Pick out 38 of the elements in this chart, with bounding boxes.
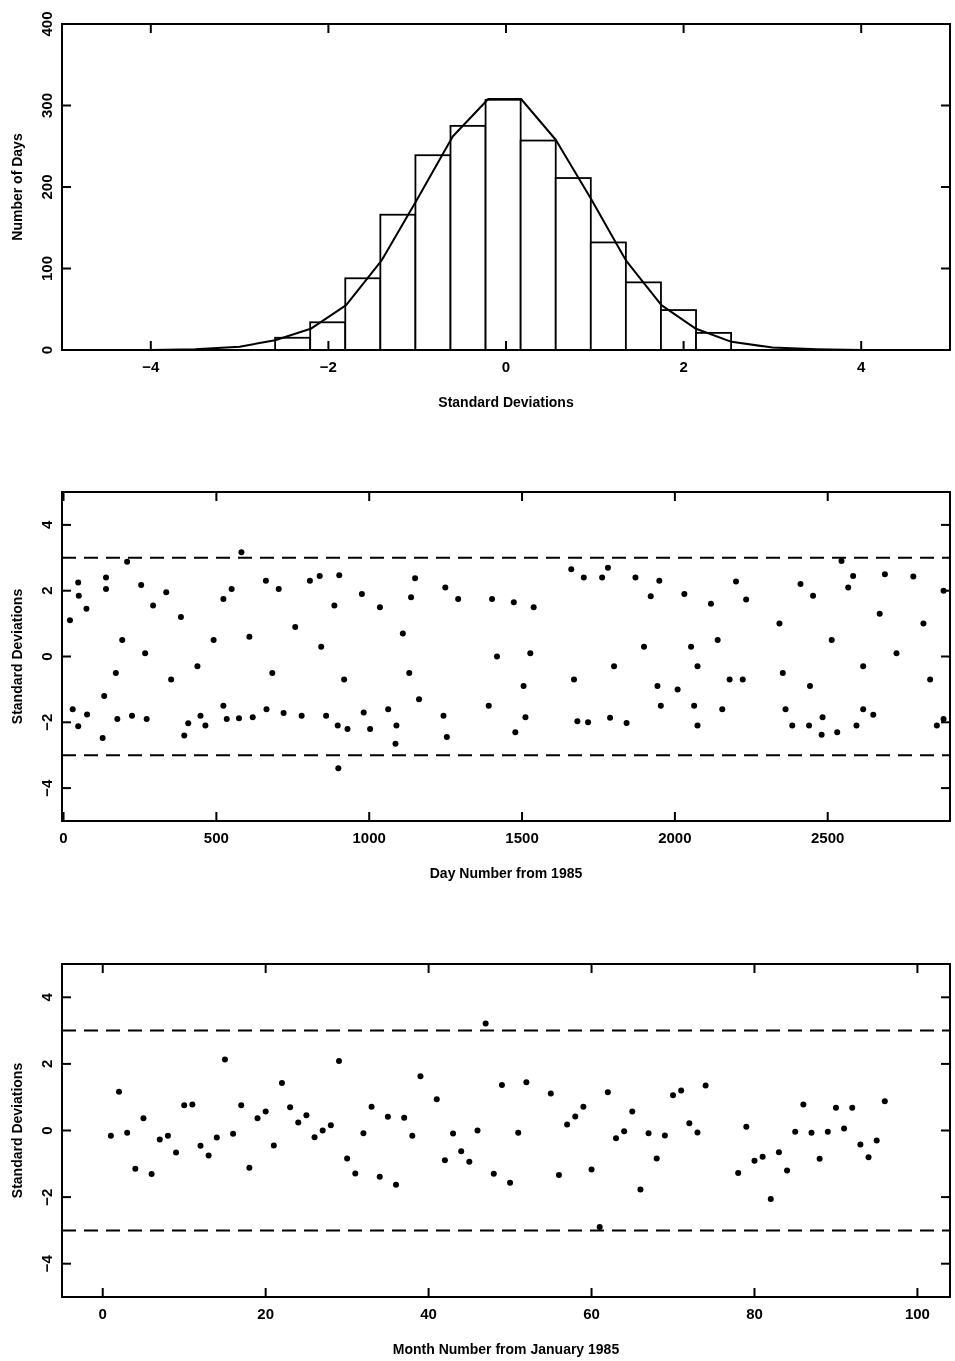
x-tick-label: 100 [904, 1305, 930, 1322]
y-tick-label: 2 [38, 1059, 55, 1069]
y-tick-label: −4 [38, 1254, 55, 1273]
x-tick-label: −4 [142, 358, 161, 375]
x-axis-title: Day Number from 1985 [429, 865, 583, 881]
x-tick-label: 500 [203, 829, 229, 846]
y-tick-label: 4 [38, 992, 55, 1002]
y-tick-label: 200 [38, 174, 55, 200]
x-tick-label: 0 [98, 1305, 107, 1322]
y-tick-label: 300 [38, 92, 55, 119]
y-tick-label: 400 [38, 11, 55, 37]
x-tick-label: 1000 [352, 829, 386, 846]
x-tick-label: 2 [679, 358, 688, 375]
x-tick-label: 20 [257, 1305, 275, 1322]
y-tick-label: 0 [38, 1126, 55, 1135]
x-tick-label: 0 [501, 358, 511, 375]
y-tick-label: 100 [38, 255, 55, 282]
y-tick-label: 2 [38, 586, 55, 595]
x-tick-label: 60 [583, 1305, 600, 1322]
y-axis-title: Standard Deviations [9, 1062, 25, 1199]
y-tick-label: −4 [38, 778, 55, 797]
x-tick-label: 80 [746, 1305, 763, 1322]
y-tick-label: 0 [38, 652, 55, 661]
y-tick-label: 0 [38, 345, 55, 355]
x-axis-title: Standard Deviations [438, 394, 574, 410]
y-axis-title: Number of Days [9, 133, 25, 241]
y-tick-label: −2 [38, 713, 55, 731]
y-tick-label: −2 [38, 1188, 55, 1206]
x-tick-label: −2 [319, 358, 337, 375]
x-tick-label: 4 [857, 358, 867, 375]
x-tick-label: 2500 [811, 829, 845, 846]
y-axis-title: Standard Deviations [9, 588, 25, 725]
y-tick-label: 4 [38, 520, 55, 530]
x-tick-label: 0 [59, 829, 68, 846]
x-tick-label: 2000 [658, 829, 692, 846]
x-tick-label: 40 [420, 1305, 437, 1322]
x-tick-label: 1500 [505, 829, 539, 846]
x-axis-title: Month Number from January 1985 [392, 1341, 620, 1357]
